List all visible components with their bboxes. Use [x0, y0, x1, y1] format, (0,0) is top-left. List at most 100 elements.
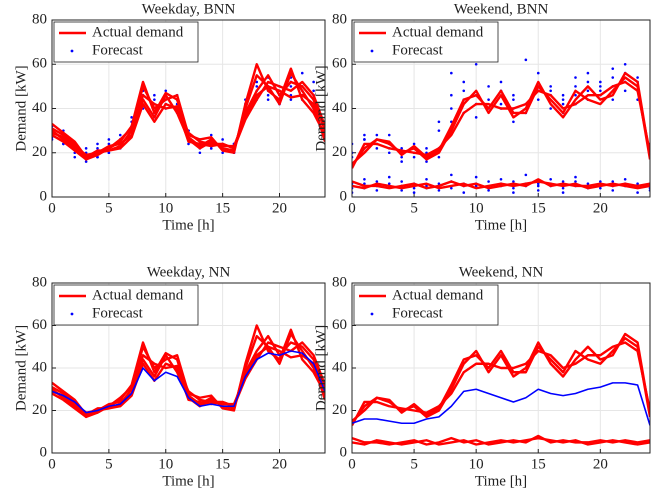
legend-box: [53, 21, 199, 63]
forecast-point: [118, 133, 122, 137]
actual-line: [352, 71, 650, 167]
forecast-line: [52, 350, 325, 414]
y-tick-label: 60: [332, 317, 347, 333]
forecast-point: [536, 189, 540, 192]
forecast-point: [623, 62, 627, 66]
y-tick-label: 60: [32, 56, 47, 72]
legend-label: Actual demand: [92, 287, 184, 303]
forecast-point: [512, 93, 515, 97]
forecast-point: [363, 178, 366, 181]
forecast-point: [462, 191, 466, 194]
forecast-point: [266, 93, 270, 97]
y-tick-label: 40: [32, 359, 47, 375]
actual-line: [352, 341, 650, 426]
forecast-point: [130, 116, 133, 119]
subplot: 0 5 10 15 20 0 20 40 60 80 Weekend, BNN Time [h] Dem…: [313, 1, 651, 233]
forecast-point: [164, 89, 168, 93]
x-tick-label: 15: [531, 456, 546, 472]
forecast-point: [586, 182, 590, 186]
forecast-point: [487, 85, 490, 88]
actual-line: [52, 80, 325, 161]
forecast-point: [623, 178, 627, 181]
legend: Actual demand Forecast: [353, 21, 499, 63]
axes-frame: [351, 19, 651, 198]
forecast-point: [400, 160, 403, 163]
x-axis-label: Time [h]: [162, 473, 214, 489]
forecast-point: [84, 160, 88, 163]
y-axis-label: Demand [kW]: [313, 65, 329, 151]
forecast-point: [586, 71, 590, 75]
forecast-point: [611, 98, 615, 101]
forecast-point: [487, 180, 490, 183]
forecast-point: [412, 191, 416, 194]
y-tick-label: 20: [332, 402, 347, 418]
forecast-point: [400, 147, 403, 150]
y-tick-label: 20: [32, 144, 47, 160]
actual-line: [352, 180, 650, 190]
y-tick-label: 80: [32, 11, 47, 27]
x-tick-label: 10: [158, 456, 173, 472]
forecast-point: [84, 147, 88, 150]
x-tick-label: 20: [272, 456, 287, 472]
actual-line: [52, 63, 325, 159]
plot-marks: [352, 332, 650, 446]
forecast-point: [487, 189, 490, 192]
forecast-point: [187, 142, 190, 146]
forecast-point: [412, 186, 416, 190]
forecast-point: [574, 93, 577, 97]
forecast-point: [107, 142, 111, 146]
y-tick-label: 20: [32, 402, 47, 418]
forecast-point: [387, 133, 391, 137]
forecast-point: [549, 178, 552, 181]
forecast-point: [623, 89, 627, 93]
forecast-point: [549, 85, 552, 88]
forecast-point: [549, 107, 552, 110]
y-tick-label: 0: [340, 188, 348, 204]
forecast-point: [574, 180, 577, 183]
y-axis-label: Demand [kW]: [13, 325, 29, 411]
forecast-point: [289, 85, 293, 88]
subplot-title: Weekend, BNN: [454, 1, 549, 17]
forecast-point: [375, 189, 379, 192]
forecast-point: [574, 85, 577, 88]
forecast-point: [266, 98, 270, 101]
plot-marks: [52, 324, 325, 419]
plot-marks: [52, 63, 325, 163]
actual-line: [352, 76, 650, 165]
x-tick-label: 0: [348, 456, 356, 472]
legend-label: Forecast: [392, 42, 444, 58]
forecast-point: [375, 133, 379, 137]
x-tick-label: 5: [105, 456, 113, 472]
legend-box: [353, 284, 499, 326]
x-tick-label: 20: [593, 200, 608, 216]
y-tick-label: 80: [332, 274, 347, 290]
forecast-point: [499, 80, 503, 84]
axes-frame: [51, 19, 326, 198]
legend-dot: [70, 312, 74, 316]
legend: Actual demand Forecast: [53, 284, 199, 326]
subplot: 0 5 10 15 20 0 20 40 60 80 Weekday, NN Time [h] Dema…: [13, 264, 326, 489]
forecast-point: [561, 186, 565, 190]
forecast-point: [611, 76, 615, 79]
forecast-point: [387, 175, 391, 179]
forecast-point: [536, 98, 540, 101]
forecast-point: [487, 98, 490, 101]
forecast-point: [599, 80, 602, 84]
forecast-point: [400, 155, 403, 159]
x-tick-label: 10: [469, 456, 484, 472]
x-tick-label: 0: [48, 456, 56, 472]
x-tick-label: 15: [531, 200, 546, 216]
forecast-point: [561, 98, 565, 101]
forecast-point: [636, 76, 639, 79]
x-tick-label: 0: [48, 200, 56, 216]
forecast-point: [450, 93, 453, 97]
forecast-point: [209, 133, 213, 137]
forecast-point: [450, 186, 453, 190]
forecast-point: [512, 191, 515, 194]
forecast-point: [425, 184, 428, 188]
forecast-point: [474, 184, 478, 188]
forecast-point: [611, 67, 615, 70]
forecast-point: [599, 85, 602, 88]
y-axis-label: Demand [kW]: [313, 325, 329, 411]
